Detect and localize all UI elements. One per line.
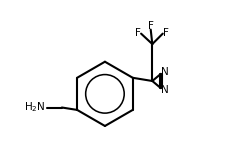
Text: F: F xyxy=(163,28,169,38)
Text: H$_2$N: H$_2$N xyxy=(24,101,46,114)
Text: N: N xyxy=(161,68,169,77)
Text: F: F xyxy=(148,21,154,31)
Text: N: N xyxy=(161,85,169,94)
Text: F: F xyxy=(135,28,140,38)
